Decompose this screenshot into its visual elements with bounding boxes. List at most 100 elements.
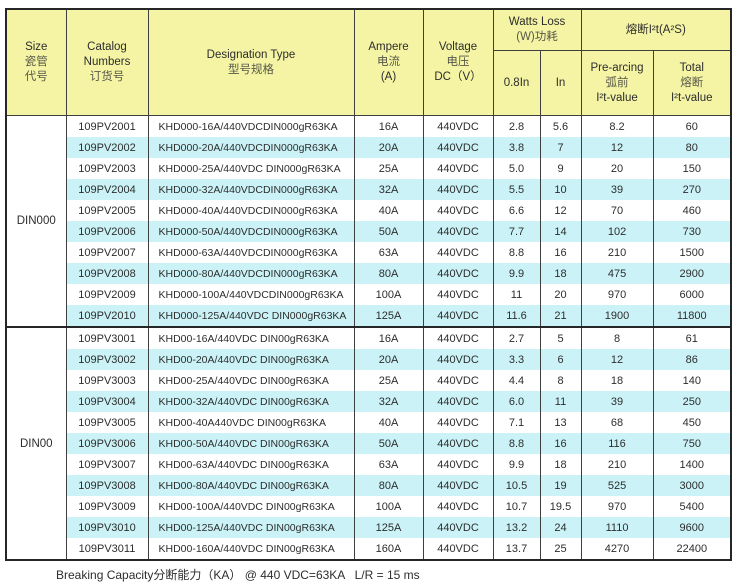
designation-cell: KHD000-80A/440VDCDIN000gR63KA <box>147 263 355 284</box>
table-row: 109PV2002 KHD000-20A/440VDCDIN000gR63KA 20… <box>6 137 732 158</box>
ampere-cell: 100A <box>353 496 424 517</box>
i2t-group-header: 熔断I²t(A²S) <box>580 9 732 51</box>
watts-in-cell: 25 <box>539 538 582 560</box>
total-i2t-cell: 5400 <box>652 496 732 517</box>
total-i2t-cell: 1400 <box>652 454 732 475</box>
designation-cell: KHD000-125A/440VDC DIN000gR63KA <box>147 305 355 327</box>
catalog-cell: 109PV3001 <box>65 326 149 349</box>
designation-cell: KHD000-20A/440VDCDIN000gR63KA <box>147 137 355 158</box>
ampere-cell: 40A <box>353 412 424 433</box>
table-row: 109PV2006 KHD000-50A/440VDCDIN000gR63KA 50… <box>6 221 732 242</box>
total-i2t-cell: 3000 <box>652 475 732 496</box>
designation-cell: KHD000-32A/440VDCDIN000gR63KA <box>147 179 355 200</box>
watts-08in-cell: 4.4 <box>492 370 541 391</box>
prearcing-i2t-cell: 525 <box>580 475 654 496</box>
voltage-cell: 440VDC <box>422 305 494 327</box>
table-row: 109PV3006 KHD00-50A/440VDC DIN00gR63KA 50A… <box>6 433 732 454</box>
designation-cell: KHD000-100A/440VDCDIN000gR63KA <box>147 284 355 305</box>
table-row: 109PV2010 KHD000-125A/440VDC DIN000gR63KA… <box>6 305 732 327</box>
size-group-cell: DIN00 <box>5 326 67 560</box>
catalog-column-header: Catalog Numbers 订货号 <box>65 9 149 116</box>
prearcing-i2t-cell: 39 <box>580 179 654 200</box>
watts-08in-cell: 10.7 <box>492 496 541 517</box>
catalog-cell: 109PV2001 <box>65 115 149 137</box>
watts-in-cell: 13 <box>539 412 582 433</box>
watts-in-cell: 12 <box>539 200 582 221</box>
catalog-cell: 109PV2002 <box>65 137 149 158</box>
total-i2t-cell: 750 <box>652 433 732 454</box>
watts-08in-cell: 13.7 <box>492 538 541 560</box>
size-header-en: Size <box>25 41 48 53</box>
catalog-cell: 109PV2003 <box>65 158 149 179</box>
catalog-cell: 109PV3003 <box>65 370 149 391</box>
ampere-cell: 125A <box>353 305 424 327</box>
designation-cell: KHD000-40A/440VDCDIN000gR63KA <box>147 200 355 221</box>
watts-08in-cell: 10.5 <box>492 475 541 496</box>
watts-in-column-header: In <box>539 50 582 116</box>
watts-08in-cell: 2.8 <box>492 115 541 137</box>
designation-column-header: Designation Type 型号规格 <box>147 9 355 116</box>
prearcing-header-cn: 弧前 <box>605 76 629 89</box>
catalog-cell: 109PV3004 <box>65 391 149 412</box>
voltage-column-header: Voltage 电压 DC（V） <box>422 9 494 116</box>
table-row: 109PV2009 KHD000-100A/440VDCDIN000gR63KA 1… <box>6 284 732 305</box>
catalog-cell: 109PV2009 <box>65 284 149 305</box>
voltage-cell: 440VDC <box>422 137 494 158</box>
watts-in-cell: 19.5 <box>539 496 582 517</box>
table-row: 109PV2005 KHD000-40A/440VDCDIN000gR63KA 40… <box>6 200 732 221</box>
designation-cell: KHD00-20A/440VDC DIN00gR63KA <box>147 349 355 370</box>
prearcing-i2t-cell: 12 <box>580 137 654 158</box>
watts-08in-cell: 8.8 <box>492 433 541 454</box>
catalog-cell: 109PV3011 <box>65 538 149 560</box>
total-i2t-cell: 9600 <box>652 517 732 538</box>
watts-in-cell: 18 <box>539 263 582 284</box>
catalog-cell: 109PV2005 <box>65 200 149 221</box>
total-i2t-cell: 150 <box>652 158 732 179</box>
table-row: 109PV3002 KHD00-20A/440VDC DIN00gR63KA 20A… <box>6 349 732 370</box>
catalog-header-cn: 订货号 <box>89 71 125 83</box>
table-row: 109PV3005 KHD00-40A440VDC DIN00gR63KA 40A 4… <box>6 412 732 433</box>
voltage-cell: 440VDC <box>422 538 494 560</box>
prearcing-i2t-cell: 4270 <box>580 538 654 560</box>
total-i2t-cell: 80 <box>652 137 732 158</box>
prearcing-i2t-cell: 475 <box>580 263 654 284</box>
total-header-en: Total <box>679 61 704 74</box>
catalog-cell: 109PV3002 <box>65 349 149 370</box>
size-header-cn1: 瓷管 <box>24 56 48 68</box>
ampere-cell: 32A <box>353 179 424 200</box>
prearcing-i2t-cell: 20 <box>580 158 654 179</box>
ampere-header-cn: 电流 <box>377 56 400 68</box>
prearcing-i2t-cell: 970 <box>580 284 654 305</box>
designation-cell: KHD00-50A/440VDC DIN00gR63KA <box>147 433 355 454</box>
voltage-header-en: Voltage <box>438 41 478 53</box>
designation-cell: KHD000-25A/440VDC DIN000gR63KA <box>147 158 355 179</box>
size-group-cell: DIN000 <box>5 115 67 327</box>
watts-08in-cell: 9.9 <box>492 454 541 475</box>
watts-in-cell: 24 <box>539 517 582 538</box>
watts-in-cell: 20 <box>539 284 582 305</box>
designation-cell: KHD000-16A/440VDCDIN000gR63KA <box>147 115 355 137</box>
total-i2t-cell: 22400 <box>652 538 732 560</box>
ampere-cell: 16A <box>353 115 424 137</box>
breaking-capacity-note: Breaking Capacity分断能力（KA） @ 440 VDC=63KA… <box>56 568 420 582</box>
ampere-cell: 160A <box>353 538 424 560</box>
total-i2t-cell: 86 <box>652 349 732 370</box>
total-i2t-cell: 450 <box>652 412 732 433</box>
catalog-cell: 109PV3007 <box>65 454 149 475</box>
prearcing-i2t-cell: 102 <box>580 221 654 242</box>
prearcing-i2t-cell: 8.2 <box>580 115 654 137</box>
ampere-column-header: Ampere 电流 (A) <box>353 9 424 116</box>
ampere-cell: 20A <box>353 349 424 370</box>
watts-in-cell: 10 <box>539 179 582 200</box>
designation-cell: KHD00-16A/440VDC DIN00gR63KA <box>147 326 355 349</box>
ampere-cell: 50A <box>353 221 424 242</box>
watts-08in-cell: 3.8 <box>492 137 541 158</box>
ampere-cell: 80A <box>353 475 424 496</box>
watts-in-cell: 8 <box>539 370 582 391</box>
ampere-cell: 63A <box>353 454 424 475</box>
table-row: 109PV3008 KHD00-80A/440VDC DIN00gR63KA 80A… <box>6 475 732 496</box>
total-i2t-cell: 60 <box>652 115 732 137</box>
voltage-cell: 440VDC <box>422 496 494 517</box>
watts-08in-cell: 5.5 <box>492 179 541 200</box>
catalog-cell: 109PV3010 <box>65 517 149 538</box>
